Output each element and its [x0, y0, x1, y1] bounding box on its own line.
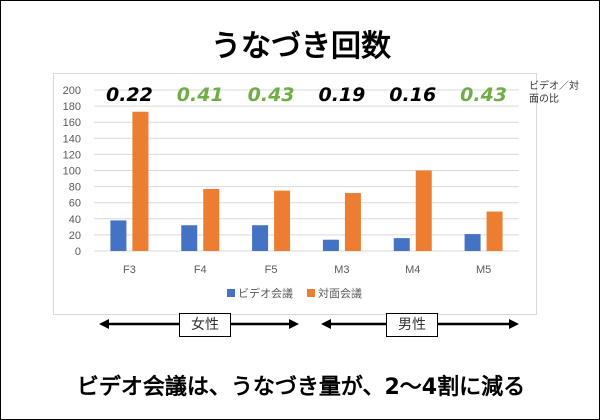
y-tick-label: 200 [63, 85, 81, 97]
y-tick-label: 40 [69, 214, 81, 226]
y-tick-label: 20 [69, 230, 81, 242]
legend-swatch [307, 289, 315, 297]
y-tick-label: 120 [63, 149, 81, 161]
x-tick-label: F5 [265, 264, 278, 276]
group-label-female: 女性 [179, 313, 231, 337]
y-tick-label: 100 [63, 166, 81, 178]
slide-title: うなづき回数 [211, 29, 391, 64]
bar-video-F4 [181, 225, 198, 251]
x-tick-label: F3 [123, 264, 136, 276]
arrow-head-right [509, 319, 519, 329]
y-tick-label: 60 [69, 198, 81, 210]
x-tick-label: M3 [334, 264, 349, 276]
conclusion-text: ビデオ会議は、うなづき量が、2〜4割に減る [76, 375, 526, 400]
bar-face-M4 [415, 170, 432, 251]
y-tick-label: 0 [75, 246, 81, 258]
group-label-male: 男性 [386, 313, 438, 337]
ratio-value: 0.19 [318, 84, 365, 106]
y-tick-label: 160 [63, 117, 81, 129]
bar-face-M5 [486, 211, 503, 251]
bar-video-M3 [322, 239, 339, 251]
x-tick-label: M4 [405, 264, 420, 276]
ratio-value: 0.43 [248, 84, 295, 106]
bar-video-F3 [110, 220, 127, 251]
bar-face-M3 [344, 193, 361, 251]
y-tick-label: 140 [63, 133, 81, 145]
y-tick-label: 80 [69, 182, 81, 194]
bar-face-F3 [132, 111, 149, 251]
legend-label: ビデオ会議 [238, 286, 293, 300]
legend-swatch [227, 289, 235, 297]
bar-video-M4 [393, 238, 410, 251]
chart-frame [53, 73, 537, 315]
y-tick-label: 180 [63, 101, 81, 113]
ratio-label: ビデオ／対面の比 [529, 81, 579, 105]
bar-face-F5 [274, 190, 291, 251]
bar-video-M5 [464, 234, 481, 251]
bar-video-F5 [252, 225, 269, 251]
ratio-value: 0.16 [389, 84, 436, 106]
x-tick-label: F4 [194, 264, 207, 276]
arrow-head-left [99, 319, 109, 329]
ratio-value: 0.41 [177, 84, 224, 106]
arrow-head-right [289, 319, 299, 329]
ratio-value: 0.22 [106, 84, 153, 106]
legend-label: 対面会議 [318, 286, 362, 300]
bar-face-F4 [203, 189, 220, 251]
arrow-head-left [321, 319, 331, 329]
x-tick-label: M5 [476, 264, 491, 276]
ratio-value: 0.43 [460, 84, 507, 106]
